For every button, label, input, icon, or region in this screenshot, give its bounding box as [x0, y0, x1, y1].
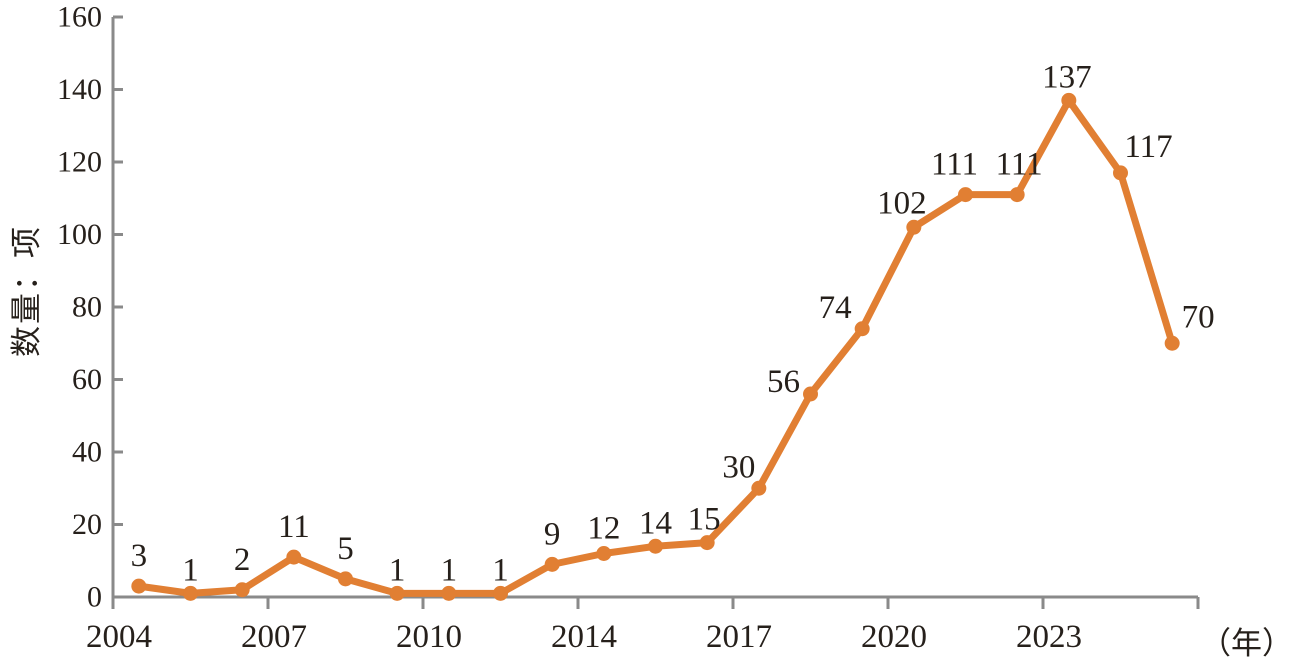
- x-axis-tick-label: 2014: [551, 619, 617, 655]
- data-point-label: 56: [767, 364, 800, 400]
- y-axis-tick-label: 140: [57, 73, 102, 106]
- x-axis-tick-label: 2004: [86, 619, 152, 655]
- data-point-marker: [234, 582, 250, 598]
- data-point-label: 5: [337, 531, 354, 567]
- x-axis-tick-label: 2007: [241, 619, 307, 655]
- data-point-label: 1: [492, 552, 509, 588]
- data-point-marker: [1009, 187, 1025, 203]
- data-point-label: 12: [587, 511, 620, 547]
- data-point-label: 111: [996, 147, 1043, 183]
- data-point-marker: [338, 571, 353, 587]
- data-point-label: 2: [234, 542, 251, 578]
- data-point-marker: [958, 187, 973, 203]
- y-axis-tick-label: 120: [57, 146, 102, 179]
- x-axis-tick-label: 2010: [396, 619, 462, 655]
- data-point-label: 1: [389, 552, 406, 588]
- data-point-marker: [699, 535, 715, 551]
- y-axis-tick-label: 100: [57, 218, 102, 251]
- data-point-marker: [596, 546, 612, 561]
- y-axis-tick-label: 60: [72, 363, 102, 396]
- data-point-label: 3: [131, 538, 148, 574]
- data-point-label: 137: [1042, 59, 1092, 95]
- y-axis-tick-label: 80: [72, 291, 102, 324]
- data-point-marker: [1113, 165, 1128, 181]
- data-point-label: 1: [441, 552, 458, 588]
- x-axis-tick-label: 2023: [1016, 619, 1082, 655]
- data-point-marker: [854, 321, 870, 337]
- data-point-label: 74: [819, 290, 852, 326]
- y-axis-tick-label: 40: [72, 436, 102, 469]
- data-point-label: 102: [877, 185, 927, 221]
- data-point-marker: [286, 549, 302, 565]
- data-point-label: 117: [1124, 129, 1172, 165]
- y-axis-tick-label: 160: [57, 1, 102, 34]
- data-point-marker: [183, 585, 198, 601]
- data-point-label: 111: [931, 147, 978, 183]
- data-point-marker: [441, 585, 457, 601]
- data-point-marker: [751, 480, 767, 496]
- x-axis-tick-label: 2020: [861, 619, 927, 655]
- data-point-marker: [906, 219, 922, 235]
- data-point-label: 30: [722, 449, 755, 485]
- data-point-label: 15: [688, 502, 721, 538]
- data-point-marker: [648, 538, 663, 554]
- data-point-marker: [803, 386, 818, 402]
- data-point-label: 9: [544, 516, 561, 552]
- data-point-label: 1: [182, 552, 199, 588]
- data-point-marker: [389, 585, 405, 601]
- data-point-marker: [1164, 335, 1180, 351]
- data-point-label: 11: [278, 509, 310, 545]
- y-axis-tick-label: 0: [87, 581, 102, 614]
- y-axis-tick-label: 20: [72, 508, 102, 541]
- data-point-label: 14: [639, 505, 672, 541]
- x-axis-tick-label: 2017: [706, 619, 772, 655]
- data-point-marker: [493, 585, 508, 601]
- data-point-label: 70: [1182, 299, 1215, 335]
- x-axis-unit-label: （年）: [1200, 626, 1291, 659]
- data-point-marker: [544, 556, 560, 572]
- data-point-marker: [131, 578, 147, 594]
- y-axis-title: 数量：项: [9, 225, 44, 357]
- data-point-marker: [1061, 92, 1077, 108]
